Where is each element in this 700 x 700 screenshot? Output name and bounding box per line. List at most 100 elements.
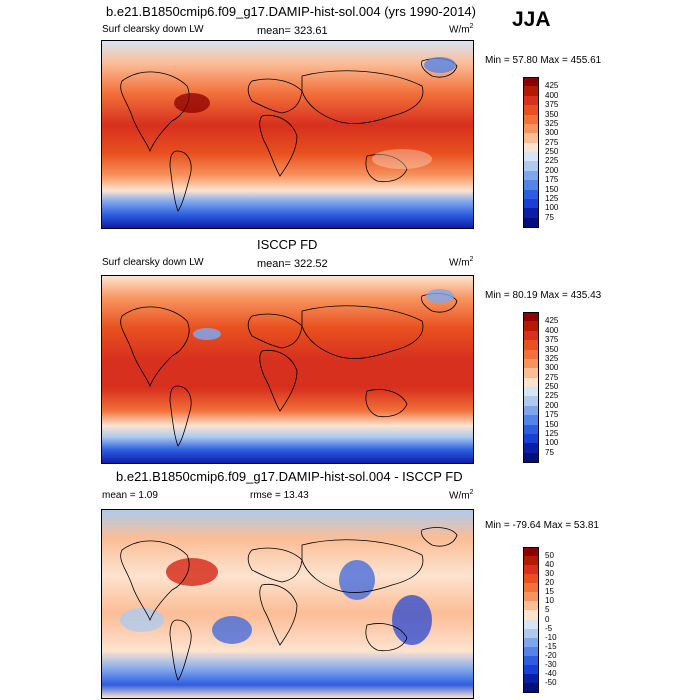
season-label: JJA xyxy=(512,8,551,31)
panel2-colorbar-tick: 225 xyxy=(545,391,559,401)
panel1-colorbar: 425 400 375 350 325 300 275 250 225 200 175 150 125 1… xyxy=(523,77,583,228)
panel1-colorbar-tick: 425 xyxy=(545,81,559,91)
panel1-title: b.e21.B1850cmip6.f09_g17.DAMIP-hist-sol.… xyxy=(106,4,476,19)
panel1-colorbar-cell xyxy=(523,77,539,87)
panel3-colorbar-cell xyxy=(523,592,539,602)
panel2-colorbar-tick: 400 xyxy=(545,325,559,335)
panel1-colorbar-tick: 400 xyxy=(545,90,559,100)
panel1-minmax: Min = 57.80 Max = 455.61 xyxy=(485,55,602,66)
panel3-colorbar-tick: 50 xyxy=(545,551,554,561)
panel3-colorbar-tick: 5 xyxy=(545,605,550,615)
panel3-colorbar-tick: -10 xyxy=(545,632,557,642)
panel2-continent-outlines xyxy=(120,293,458,447)
panel1-colorbar-tick: 325 xyxy=(545,118,559,128)
panel3-colorbar-tick: -50 xyxy=(545,677,557,687)
panel2-colorbar-tick: 325 xyxy=(545,353,559,363)
panel3-colorbar-tick: 20 xyxy=(545,578,554,588)
panel2-colorbar-cell xyxy=(523,396,539,407)
panel3-colorbar-tick: 15 xyxy=(545,587,554,597)
panel2-colorbar-cell xyxy=(523,358,539,369)
panel2-colorbar-tick: 100 xyxy=(545,438,559,448)
panel2-colorbar-cell xyxy=(523,330,539,341)
panel3-units: W/m2 xyxy=(449,489,474,502)
panel1-map xyxy=(101,40,474,229)
panel1-colorbar-tick: 375 xyxy=(545,100,559,110)
panel2-mean-label: mean= 322.52 xyxy=(257,258,328,270)
panel3-colorbar-cell xyxy=(523,664,539,675)
panel1-colorbar-cell xyxy=(523,161,539,172)
panel2-colorbar: 425 400 375 350 325 300 275 250 225 200 175 150 125 1… xyxy=(523,312,583,463)
panel1-colorbar-tick: 75 xyxy=(545,212,554,222)
panel2-colorbar-tick: 350 xyxy=(545,344,559,354)
panel1-colorbar-tick: 300 xyxy=(545,128,559,138)
panel2-colorbar-tick: 375 xyxy=(545,335,559,345)
panel2-colorbar-cell xyxy=(523,415,539,425)
panel2-colorbar-tick: 125 xyxy=(545,428,559,438)
panel3-colorbar-tick: -30 xyxy=(545,659,557,669)
panel1-colorbar-cell xyxy=(523,105,539,115)
panel3-colorbar-cell xyxy=(523,583,539,593)
panel1-colorbar-cell xyxy=(523,217,539,228)
panel3-colorbar-tick: -15 xyxy=(545,641,557,651)
panel3-colorbar-cell xyxy=(523,619,539,630)
panel3-colorbar-tick: -5 xyxy=(545,623,553,633)
panel1-colorbar-tick: 100 xyxy=(545,203,559,213)
panel1-colorbar-cell xyxy=(523,180,539,190)
panel2-colorbar-cell xyxy=(523,349,539,360)
panel3-minmax: Min = -79.64 Max = 53.81 xyxy=(485,520,599,531)
panel3-colorbar-cell xyxy=(523,628,539,639)
panel3-colorbar-cell xyxy=(523,601,539,611)
panel2-colorbar-cell xyxy=(523,377,539,388)
panel3-title: b.e21.B1850cmip6.f09_g17.DAMIP-hist-sol.… xyxy=(116,469,463,484)
panel2-colorbar-cell xyxy=(523,424,539,435)
panel2-colorbar-cell xyxy=(523,433,539,444)
panel3-colorbar-cell xyxy=(523,574,539,584)
panel3-colorbar-cell xyxy=(523,682,539,693)
panel1-colorbar-tick: 225 xyxy=(545,156,559,166)
panel3-colorbar-cell xyxy=(523,565,539,575)
panel1-continent-outlines xyxy=(120,58,458,212)
panel2-colorbar-tick: 175 xyxy=(545,410,559,420)
panel2-colorbar-tick: 300 xyxy=(545,363,559,373)
panel3-colorbar-cell xyxy=(523,637,539,648)
panel1-units: W/m2 xyxy=(449,23,474,36)
panel3-rmse-label: rmse = 13.43 xyxy=(250,490,309,501)
panel3-colorbar-tick: -40 xyxy=(545,668,557,678)
panel1-colorbar-cell xyxy=(523,170,539,181)
panel1-colorbar-tick: 350 xyxy=(545,109,559,119)
panel2-colorbar-tick: 275 xyxy=(545,372,559,382)
panel1-colorbar-cell xyxy=(523,208,539,219)
panel1-colorbar-tick: 275 xyxy=(545,137,559,147)
panel2-map xyxy=(101,275,474,464)
panel1-colorbar-tick: 250 xyxy=(545,147,559,156)
panel3-colorbar-cell xyxy=(523,556,539,566)
panel2-colorbar-cell xyxy=(523,452,539,463)
panel2-colorbar-tick: 250 xyxy=(545,382,559,391)
panel3-colorbar-cell xyxy=(523,646,539,657)
panel2-colorbar-tick: 75 xyxy=(545,447,554,457)
panel1-colorbar-cell xyxy=(523,198,539,209)
panel2-title: ISCCP FD xyxy=(257,237,318,252)
panel1-colorbar-cell xyxy=(523,142,539,153)
panel1-colorbar-tick: 125 xyxy=(545,193,559,203)
panel2-colorbar-tick: 425 xyxy=(545,316,559,326)
panel1-colorbar-cell xyxy=(523,95,539,106)
panel1-colorbar-cell xyxy=(523,152,539,162)
panel3-colorbar-cell xyxy=(523,673,539,684)
panel2-colorbar-cell xyxy=(523,387,539,397)
panel3-map xyxy=(101,509,474,699)
panel2-colorbar-cell xyxy=(523,312,539,322)
panel3-mean-label: mean = 1.09 xyxy=(102,490,158,501)
panel1-variable-label: Surf clearsky down LW xyxy=(102,24,204,35)
panel1-colorbar-tick: 200 xyxy=(545,165,559,175)
panel1-colorbar-cell xyxy=(523,86,539,97)
panel2-colorbar-cell xyxy=(523,405,539,416)
panel2-colorbar-cell xyxy=(523,321,539,332)
panel2-colorbar-cell xyxy=(523,368,539,379)
panel3-colorbar-tick: -20 xyxy=(545,650,557,660)
panel2-colorbar-cell xyxy=(523,443,539,454)
panel1-colorbar-tick: 175 xyxy=(545,175,559,185)
panel2-units: W/m2 xyxy=(449,256,474,269)
panel2-minmax: Min = 80.19 Max = 435.43 xyxy=(485,290,602,301)
panel3-colorbar-tick: 30 xyxy=(545,569,554,579)
